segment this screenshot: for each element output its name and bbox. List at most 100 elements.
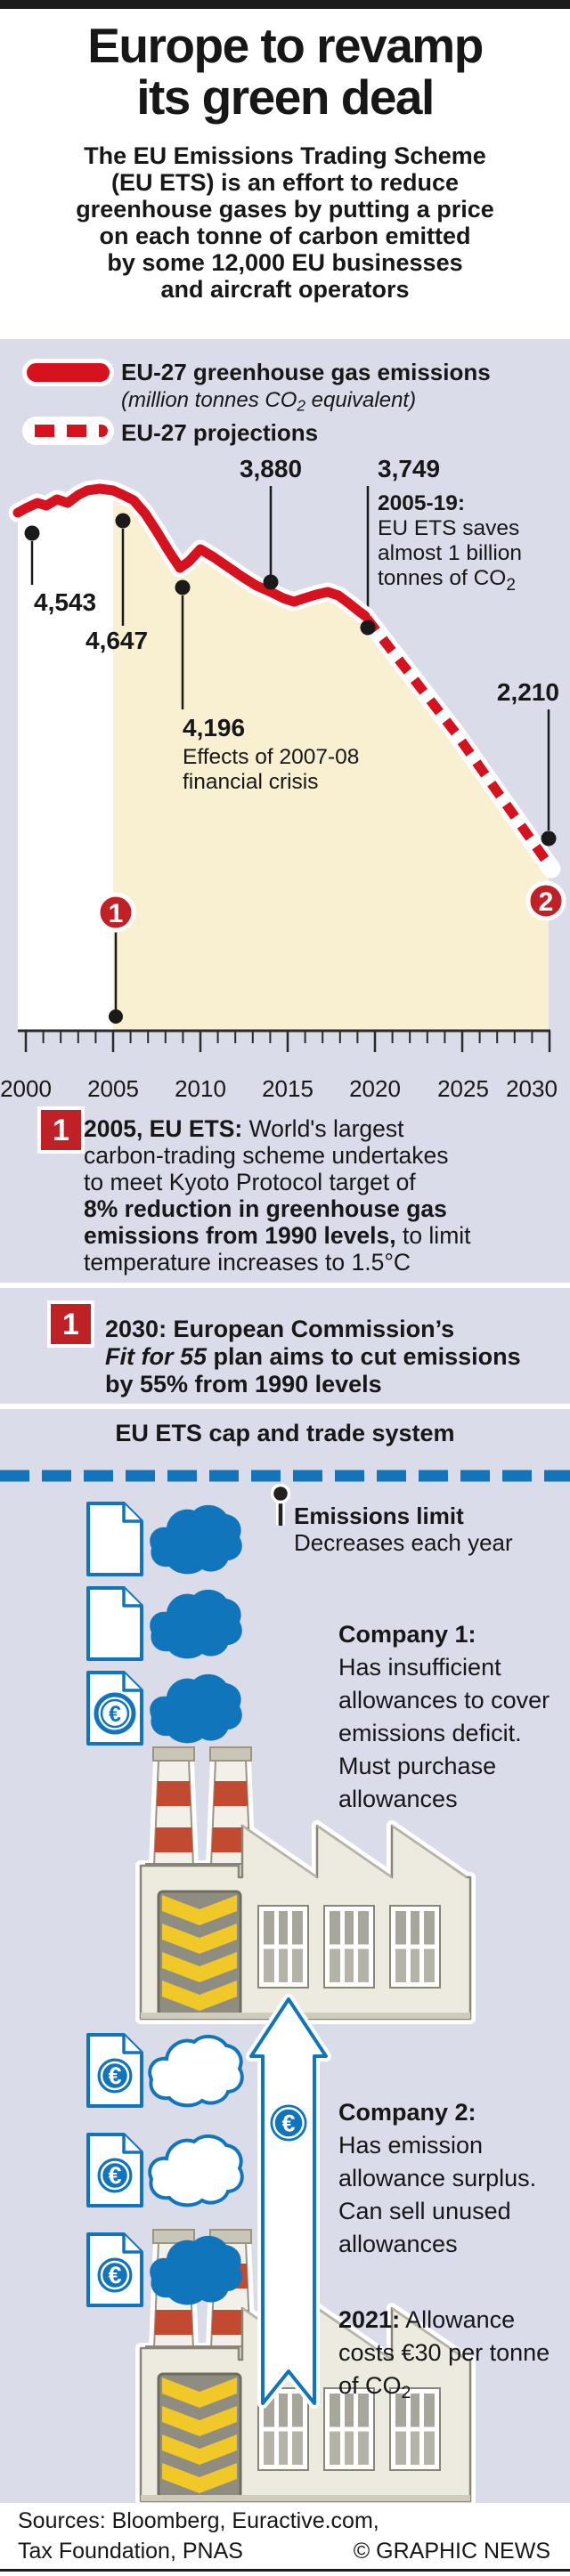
annotation1-text: 2005, EU ETS: World's largest carbon-tra… (84, 1115, 547, 1276)
annotation2-line3: by 55% from 1990 levels (105, 1371, 382, 1397)
value-label-4196: 4,196 (183, 714, 245, 741)
emissions-limit-pin-icon (270, 1483, 291, 1526)
marker-2-circle: 2 (525, 880, 566, 921)
note-ets-saves-line4: tonnes of CO2 (378, 566, 516, 595)
x-tick-2010: 2010 (175, 1075, 226, 1102)
allowance-document-icon (86, 1502, 143, 1576)
note2021-co2-pre: of CO (338, 2372, 402, 2399)
note2021-rest: Allowance (400, 2306, 516, 2333)
solid-series-line (12, 483, 370, 621)
x-tick-2005: 2005 (87, 1075, 139, 1102)
emissions-limit-subtitle: Decreases each year (294, 1529, 513, 1556)
company1-line: allowances (338, 1786, 458, 1812)
emission-cloud-icon (150, 1504, 242, 1575)
note-ets-saves-line2: EU ETS saves (378, 516, 519, 540)
annotation2-line2-rest: plan aims to cut emissions (207, 1343, 521, 1370)
emissions-limit-note: Emissions limit Decreases each year (294, 1503, 513, 1556)
title-line1: Europe to revamp (87, 18, 484, 73)
company1-line: Has insufficient (338, 1654, 501, 1681)
euro-symbol: € (108, 2062, 121, 2089)
note-financial-crisis-line2: financial crisis (183, 770, 319, 794)
euro-symbol: € (108, 2162, 121, 2189)
intro-line: by some 12,000 EU businesses (107, 249, 463, 276)
annotation2-line1: 2030: European Commission’s (105, 1316, 455, 1342)
company2-line: allowance surplus. (338, 2165, 537, 2191)
legend-solid-line-swatch (27, 363, 110, 382)
annotation1-line3: to meet Kyoto Protocol target of (84, 1169, 416, 1195)
emissions-curve (8, 479, 561, 879)
company2-line: Can sell unused (338, 2198, 511, 2224)
annotation1-line5-bold: emissions from 1990 levels, (84, 1222, 396, 1249)
label-leader-lines (30, 486, 550, 1011)
company1-title: Company 1: (338, 1621, 476, 1648)
emissions-line-chart: 2000 2005 2010 2015 2020 2025 2030 4,543… (0, 455, 566, 1102)
legend-series1-subtitle: (million tonnes CO2 equivalent) (121, 388, 416, 415)
chart-area-fill-projection (113, 490, 549, 1030)
annotation1-line2: carbon-trading scheme undertakes (84, 1142, 449, 1169)
allowance-document-euro-icon: € (86, 2133, 143, 2207)
company1-line: emissions deficit. (338, 1720, 522, 1746)
x-tick-2025: 2025 (437, 1075, 489, 1102)
marker-1-number: 1 (109, 899, 124, 928)
note-financial-crisis-line1: Effects of 2007-08 (183, 745, 359, 769)
company2-note: Company 2: Has emission allowance surplu… (338, 2096, 566, 2261)
euro-symbol: € (109, 1702, 121, 1727)
euro-symbol: € (108, 2262, 121, 2288)
chart-area-fill-historic (18, 489, 113, 1030)
sources-line2: Tax Foundation, PNAS (18, 2539, 243, 2564)
euro-coin-icon: € (267, 2102, 310, 2144)
x-tick-2020: 2020 (349, 1075, 401, 1102)
allowance-document-icon (86, 1586, 143, 1661)
title-line2: its green deal (136, 69, 435, 125)
emission-cloud-icon (150, 1589, 242, 1659)
company2-line: allowances (338, 2231, 458, 2257)
cap-trade-section-title: EU ETS cap and trade system (115, 1420, 455, 1446)
x-axis-major-ticks (24, 1031, 551, 1052)
intro-text: The EU Emissions Trading Scheme (EU ETS)… (0, 142, 570, 303)
value-label-4647: 4,647 (86, 627, 148, 654)
intro-line: greenhouse gases by putting a price (76, 196, 494, 223)
footer (0, 2503, 570, 2576)
legend-series1-label: EU-27 greenhouse gas emissions (121, 359, 491, 385)
company1-line: allowances to cover (338, 1687, 550, 1713)
note-co2-pre: tonnes of CO (378, 566, 506, 590)
marker-1-circle: 1 (95, 892, 136, 933)
annotation2-text: 2030: European Commission’s Fit for 55 p… (105, 1316, 559, 1398)
annotation1-line1-rest: World's largest (242, 1115, 404, 1142)
unused-emission-cloud-icon (148, 2034, 244, 2108)
note-ets-saves-line3: almost 1 billion (378, 541, 522, 565)
allowance-document-euro-icon: € (86, 2232, 143, 2307)
annotation2-badge: 1 (51, 1304, 91, 1344)
x-tick-2030: 2030 (506, 1075, 558, 1102)
label-dots (24, 513, 557, 1024)
co2-subscript: 2 (401, 2382, 411, 2402)
company1-note: Company 1: Has insufficient allowances t… (338, 1618, 566, 1816)
allowance-document-euro-icon: € (86, 2033, 143, 2108)
note2021-year: 2021: (338, 2306, 401, 2333)
note-co2-sub: 2 (506, 576, 516, 595)
page-title: Europe to revamp its green deal (0, 20, 570, 123)
value-label-3749: 3,749 (378, 455, 440, 482)
top-black-bar (0, 0, 570, 9)
credit: © GRAPHIC NEWS (353, 2539, 550, 2564)
intro-line: The EU Emissions Trading Scheme (84, 142, 486, 169)
legend-sub-post: equivalent) (305, 388, 417, 412)
legend-series2-label: EU-27 projections (121, 419, 319, 446)
allowance-transfer-arrow: € (246, 1994, 331, 2409)
marker-2-number: 2 (539, 887, 554, 917)
annotation1-line1-bold: 2005, EU ETS: (84, 1115, 243, 1142)
euro-symbol: € (281, 2110, 295, 2137)
intro-line: on each tonne of carbon emitted (99, 223, 471, 249)
note-ets-saves-line1: 2005-19: (378, 491, 465, 515)
company2-line: Has emission (338, 2132, 484, 2159)
x-axis-labels: 2000 2005 2010 2015 2020 2025 2030 (0, 1075, 558, 1102)
company2-title: Company 2: (338, 2099, 476, 2126)
value-label-4543: 4,543 (34, 588, 96, 616)
projection-casing (355, 606, 561, 879)
x-axis-minor-ticks (42, 1031, 533, 1043)
x-tick-2000: 2000 (0, 1075, 52, 1102)
legend-sub-pre: (million tonnes CO (121, 388, 297, 412)
x-tick-2015: 2015 (262, 1075, 314, 1102)
